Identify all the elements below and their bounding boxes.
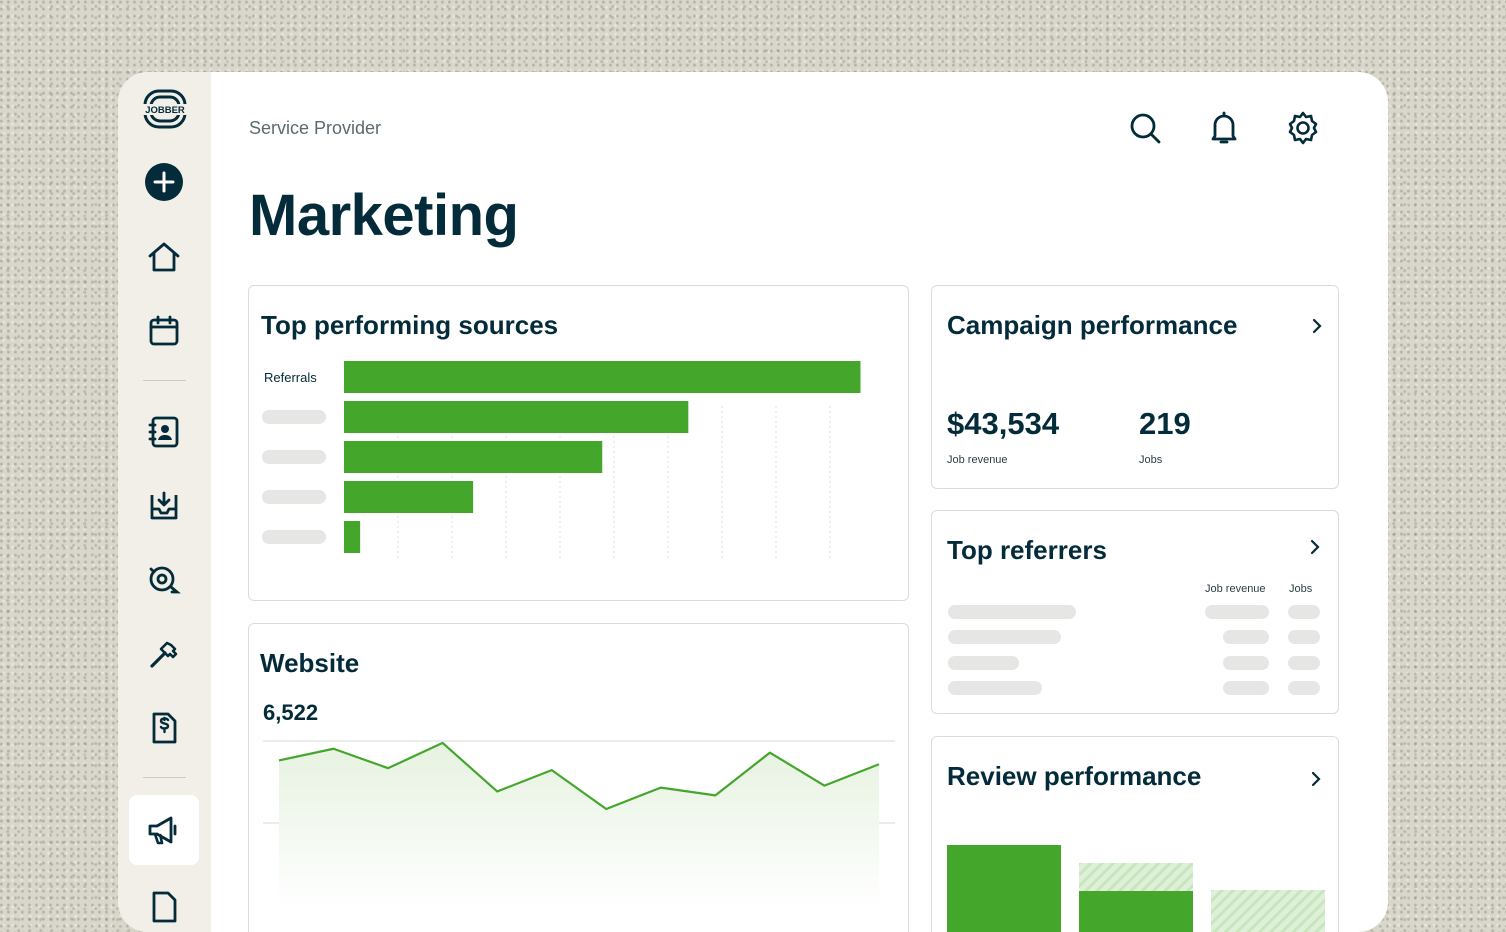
skeleton-placeholder bbox=[948, 605, 1076, 619]
notifications-button[interactable] bbox=[1204, 108, 1244, 148]
bell-icon bbox=[1211, 111, 1237, 144]
sidebar-divider bbox=[143, 380, 186, 381]
sidebar-item-reports[interactable] bbox=[129, 872, 199, 932]
review-bar bbox=[947, 845, 1061, 932]
main-content: Service Provider Marketing Top performin… bbox=[211, 72, 1388, 932]
page-title: Marketing bbox=[249, 183, 519, 248]
skeleton-placeholder bbox=[1223, 656, 1269, 670]
chevron-right-icon[interactable] bbox=[1305, 537, 1325, 557]
sidebar-item-marketing[interactable] bbox=[129, 795, 199, 865]
sidebar-item-invoices[interactable] bbox=[129, 693, 199, 763]
logo-text: JOBBER bbox=[145, 105, 185, 116]
jobs-label: Jobs bbox=[1139, 454, 1163, 466]
search-button[interactable] bbox=[1125, 108, 1165, 148]
source-bar bbox=[344, 441, 603, 473]
sidebar-item-home[interactable] bbox=[129, 222, 199, 292]
gear-icon bbox=[1288, 111, 1318, 145]
sidebar-item-schedule[interactable] bbox=[129, 296, 199, 366]
invoice-dollar-icon bbox=[152, 712, 177, 744]
source-bar bbox=[344, 481, 474, 513]
jobs-value: 219 bbox=[1139, 406, 1191, 441]
skeleton-placeholder bbox=[1205, 605, 1269, 619]
skeleton-placeholder bbox=[262, 410, 326, 424]
quote-tape-icon bbox=[149, 566, 181, 594]
settings-button[interactable] bbox=[1283, 108, 1323, 148]
hammer-icon bbox=[150, 641, 178, 668]
skeleton-placeholder bbox=[262, 490, 326, 504]
inbox-download-icon bbox=[150, 491, 178, 520]
search-icon bbox=[1130, 113, 1161, 144]
breadcrumb: Service Provider bbox=[249, 118, 382, 138]
source-label: Referrals bbox=[264, 370, 317, 385]
calendar-icon bbox=[149, 315, 179, 346]
job-revenue-value: $43,534 bbox=[947, 406, 1060, 441]
card-title: Top performing sources bbox=[261, 310, 559, 340]
megaphone-icon bbox=[148, 816, 177, 845]
website-area bbox=[279, 742, 879, 907]
website-card[interactable]: Website 6,522 bbox=[248, 623, 909, 932]
sidebar-item-quotes[interactable] bbox=[129, 545, 199, 615]
review-bar-hatched bbox=[1079, 863, 1193, 891]
sources-bar-chart: Referrals bbox=[262, 361, 861, 558]
skeleton-placeholder bbox=[948, 630, 1061, 644]
col-header-jobs: Jobs bbox=[1289, 583, 1313, 595]
skeleton-placeholder bbox=[1223, 681, 1269, 695]
website-line bbox=[278, 741, 880, 811]
campaign-card[interactable]: Campaign performance $43,534 Job revenue… bbox=[931, 285, 1339, 489]
website-line-chart bbox=[263, 740, 895, 907]
skeleton-placeholder bbox=[1223, 630, 1269, 644]
card-title: Campaign performance bbox=[947, 310, 1238, 340]
col-header-revenue: Job revenue bbox=[1205, 583, 1266, 595]
card-title: Top referrers bbox=[947, 535, 1107, 565]
review-bars bbox=[947, 845, 1325, 932]
website-visits-value: 6,522 bbox=[263, 700, 319, 725]
document-icon bbox=[152, 891, 177, 923]
contacts-icon bbox=[148, 416, 179, 448]
review-performance-card[interactable]: Review performance bbox=[931, 736, 1339, 932]
jobber-logo[interactable]: JOBBER bbox=[142, 88, 188, 130]
skeleton-placeholder bbox=[948, 681, 1042, 695]
plus-circle-icon bbox=[145, 163, 183, 201]
source-bar bbox=[344, 361, 861, 393]
card-title: Website bbox=[260, 648, 360, 678]
top-referrers-card[interactable]: Top referrers Job revenue Jobs bbox=[931, 510, 1339, 714]
review-bar-hatched bbox=[1211, 890, 1325, 932]
source-bar bbox=[344, 521, 361, 553]
sidebar: JOBBER bbox=[118, 72, 211, 932]
source-bar bbox=[344, 401, 689, 433]
skeleton-placeholder bbox=[948, 656, 1019, 670]
skeleton-placeholder bbox=[1288, 605, 1320, 619]
sidebar-item-clients[interactable] bbox=[129, 397, 199, 467]
job-revenue-label: Job revenue bbox=[947, 454, 1008, 466]
app-window: JOBBER bbox=[118, 72, 1388, 932]
skeleton-placeholder bbox=[1288, 681, 1320, 695]
sidebar-divider bbox=[143, 777, 186, 778]
chevron-right-icon[interactable] bbox=[1306, 769, 1326, 789]
sidebar-item-jobs[interactable] bbox=[129, 619, 199, 689]
sidebar-item-requests[interactable] bbox=[129, 471, 199, 541]
skeleton-placeholder bbox=[1288, 656, 1320, 670]
skeleton-placeholder bbox=[262, 530, 326, 544]
home-icon bbox=[148, 242, 180, 272]
skeleton-placeholder bbox=[262, 450, 326, 464]
top-sources-card[interactable]: Top performing sources Referrals bbox=[248, 285, 909, 601]
create-button[interactable] bbox=[129, 147, 199, 217]
skeleton-placeholder bbox=[1288, 630, 1320, 644]
chevron-right-icon[interactable] bbox=[1307, 316, 1327, 336]
card-title: Review performance bbox=[947, 761, 1202, 791]
review-bar bbox=[1079, 891, 1193, 932]
